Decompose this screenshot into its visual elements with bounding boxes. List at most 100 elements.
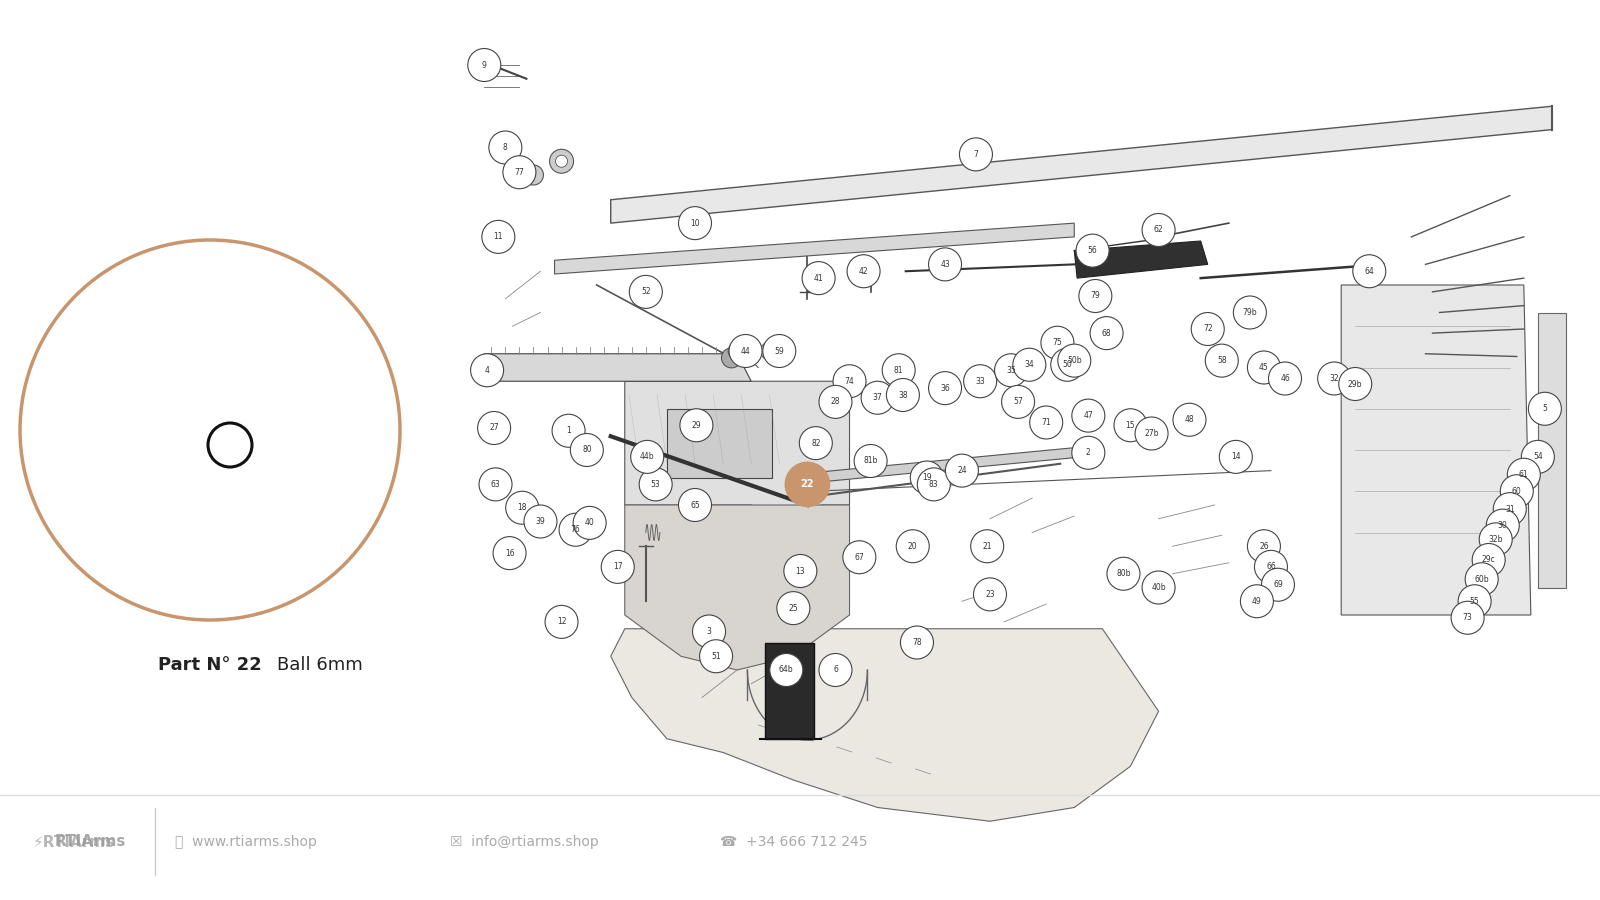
Text: 29: 29 — [691, 421, 701, 430]
Text: 🛒  www.rtiarms.shop: 🛒 www.rtiarms.shop — [174, 835, 317, 849]
Circle shape — [1058, 344, 1091, 377]
Circle shape — [546, 606, 578, 638]
Text: 81: 81 — [894, 365, 904, 374]
Text: 38: 38 — [898, 391, 907, 400]
Text: 66: 66 — [1266, 562, 1275, 572]
Text: 56: 56 — [1088, 246, 1098, 255]
Text: 17: 17 — [613, 562, 622, 572]
Circle shape — [1261, 568, 1294, 601]
Text: 27b: 27b — [1144, 429, 1158, 438]
Text: 42: 42 — [859, 266, 869, 275]
Circle shape — [699, 640, 733, 673]
Circle shape — [1248, 530, 1280, 562]
Polygon shape — [624, 505, 850, 670]
Circle shape — [960, 138, 992, 171]
Text: 29b: 29b — [1347, 380, 1363, 389]
Text: 73: 73 — [1462, 613, 1472, 622]
Text: 64b: 64b — [779, 665, 794, 674]
Text: 65: 65 — [690, 500, 699, 509]
Circle shape — [1219, 440, 1253, 473]
Text: 82: 82 — [811, 438, 821, 447]
Circle shape — [1142, 571, 1174, 604]
Text: 24: 24 — [957, 466, 966, 475]
Circle shape — [678, 207, 712, 239]
Text: 44b: 44b — [640, 453, 654, 462]
Text: 46: 46 — [1280, 374, 1290, 383]
Text: 14: 14 — [1230, 453, 1240, 462]
Text: 74: 74 — [845, 377, 854, 386]
Text: 26: 26 — [1259, 542, 1269, 551]
Circle shape — [470, 354, 504, 387]
Circle shape — [861, 382, 894, 414]
Text: 81b: 81b — [864, 456, 878, 465]
Circle shape — [1090, 317, 1123, 349]
Circle shape — [1078, 280, 1112, 312]
Circle shape — [478, 411, 510, 445]
Circle shape — [1480, 523, 1512, 556]
Text: 55: 55 — [1470, 597, 1480, 606]
Circle shape — [846, 255, 880, 288]
Text: 25: 25 — [789, 604, 798, 613]
Circle shape — [1205, 344, 1238, 377]
Circle shape — [1493, 492, 1526, 526]
Text: 22: 22 — [800, 480, 814, 490]
Circle shape — [1002, 385, 1035, 418]
Text: 64: 64 — [1365, 266, 1374, 275]
Circle shape — [523, 505, 557, 538]
Circle shape — [478, 468, 512, 501]
Circle shape — [778, 591, 810, 625]
Text: 12: 12 — [557, 617, 566, 626]
Text: 72: 72 — [1203, 325, 1213, 334]
Circle shape — [602, 551, 634, 583]
Text: 8: 8 — [502, 143, 507, 152]
Polygon shape — [611, 629, 1158, 821]
Circle shape — [784, 554, 818, 588]
Circle shape — [928, 248, 962, 281]
Circle shape — [570, 434, 603, 466]
Text: 35: 35 — [1006, 365, 1016, 374]
Circle shape — [1352, 255, 1386, 288]
Polygon shape — [555, 223, 1074, 274]
Text: 47: 47 — [1083, 411, 1093, 420]
Text: 4: 4 — [485, 365, 490, 374]
Circle shape — [1013, 348, 1046, 382]
Text: 37: 37 — [872, 393, 883, 402]
Text: 78: 78 — [912, 638, 922, 647]
Text: 40b: 40b — [1152, 583, 1166, 592]
Polygon shape — [1074, 241, 1208, 278]
Circle shape — [1248, 351, 1280, 384]
Text: 15: 15 — [1126, 421, 1136, 430]
Text: 45: 45 — [1259, 363, 1269, 372]
Circle shape — [506, 491, 539, 524]
Circle shape — [1269, 362, 1301, 395]
Circle shape — [722, 348, 741, 368]
Text: 59: 59 — [774, 346, 784, 356]
Text: 11: 11 — [493, 232, 502, 241]
Circle shape — [963, 364, 997, 398]
Text: 9: 9 — [482, 60, 486, 69]
Text: 41: 41 — [814, 274, 824, 283]
Circle shape — [1522, 440, 1554, 473]
Circle shape — [1318, 362, 1350, 395]
Circle shape — [886, 379, 920, 411]
Circle shape — [917, 468, 950, 501]
Circle shape — [1072, 399, 1106, 432]
Text: 60b: 60b — [1474, 575, 1490, 584]
Text: 29c: 29c — [1482, 555, 1496, 564]
Circle shape — [800, 427, 832, 460]
Circle shape — [946, 454, 979, 487]
Text: 58: 58 — [1218, 356, 1227, 365]
Polygon shape — [667, 409, 773, 478]
Text: 43: 43 — [941, 260, 950, 269]
Circle shape — [1051, 348, 1083, 382]
Text: 44: 44 — [741, 346, 750, 356]
Text: 5: 5 — [1542, 404, 1547, 413]
Circle shape — [728, 342, 746, 360]
Polygon shape — [624, 382, 850, 518]
Circle shape — [995, 354, 1027, 387]
Text: 67: 67 — [854, 553, 864, 562]
Circle shape — [1451, 601, 1485, 634]
Circle shape — [482, 220, 515, 254]
Circle shape — [896, 530, 930, 562]
Circle shape — [1472, 544, 1506, 577]
